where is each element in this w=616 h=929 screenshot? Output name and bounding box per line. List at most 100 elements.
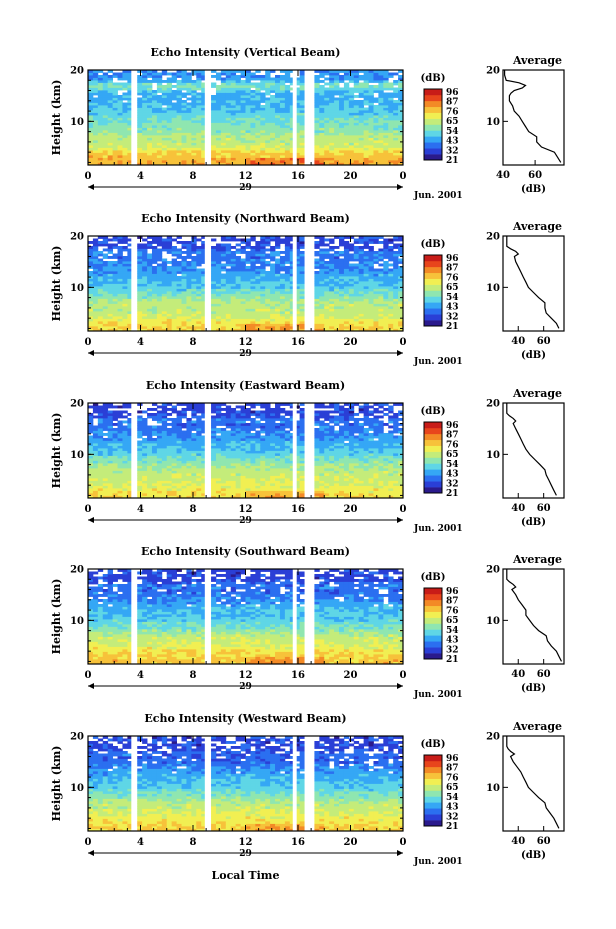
heatmap-cell [314,318,320,322]
heatmap-cell [348,318,355,322]
heatmap-cell [107,77,114,81]
heatmap-cell [334,298,340,302]
heatmap-cell [97,455,104,459]
heatmap-cell [117,155,123,158]
heatmap-cell [102,268,109,272]
heatmap-cell [319,107,325,111]
heatmap-cell [348,301,355,304]
heatmap-cell [112,458,118,461]
heatmap-cell [97,418,104,421]
heatmap-cell [245,72,251,76]
heatmap-cell [171,283,177,287]
profile-x-tick-label: 60 [537,336,551,347]
colorbar-tick-label: 96 [446,88,459,98]
heatmap-cell [378,145,384,148]
heatmap-cell [245,150,251,153]
heatmap-cell [176,323,182,327]
heatmap-cell [166,100,173,103]
heatmap-cell [117,430,123,434]
heatmap-cell [255,82,261,86]
heatmap-cell [260,75,266,78]
heatmap-cell [147,132,153,136]
heatmap-cell [368,238,374,242]
heatmap-cell [92,465,99,469]
heatmap-cell [112,132,118,136]
heatmap-cell [186,326,192,329]
heatmap-cell [186,321,192,324]
heatmap-cell [334,288,340,292]
heatmap-cell [393,90,399,93]
heatmap-cell [102,117,109,121]
heatmap-cell [383,261,389,264]
heatmap-cell [235,256,241,259]
heatmap-cell [97,97,104,101]
heatmap-cell [122,463,128,466]
heatmap-cell [368,90,374,93]
heatmap-cell [230,130,237,133]
heatmap-cell [107,105,114,108]
heatmap-cell [348,147,355,151]
heatmap-cell [127,403,133,406]
heatmap-cell [88,90,94,93]
heatmap-cell [294,142,301,146]
heatmap-cell [398,271,404,274]
heatmap-cell [151,273,158,277]
heatmap-cell [373,115,379,118]
heatmap-cell [112,296,118,299]
heatmap-cell [289,147,296,151]
heatmap-cell [255,122,261,126]
heatmap-cell [220,160,227,163]
heatmap-cell [265,122,271,126]
heatmap-cell [137,152,143,156]
heatmap-cell [343,263,350,267]
heatmap-cell [211,273,217,277]
heatmap-cell [88,127,94,131]
heatmap-cell [211,130,217,133]
heatmap-cell [373,125,379,128]
heatmap-cell [225,122,232,126]
heatmap-cell [117,253,123,257]
heatmap-cell [171,72,177,76]
heatmap-cell [137,236,143,239]
heatmap-cell [245,283,251,287]
heatmap-cell [250,140,256,143]
heatmap-cell [334,70,340,73]
heatmap-cell [191,150,197,153]
heatmap-cell [334,87,340,91]
heatmap-cell [260,150,266,153]
heatmap-cell [112,430,118,434]
heatmap-cell [117,157,123,161]
heatmap-cell [97,326,104,329]
heatmap-cell [147,273,153,277]
heatmap-cell [176,281,182,284]
heatmap-cell [275,137,281,141]
heatmap-cell [289,298,296,302]
heatmap-cell [176,135,182,138]
heatmap-cell [334,286,340,289]
heatmap-cell [112,155,118,158]
heatmap-cell [127,258,133,262]
heatmap-cell [398,246,404,249]
heatmap-cell [235,122,241,126]
colorbar-tick-label: 21 [446,322,459,332]
heatmap-cell [225,281,232,284]
heatmap-cell [186,120,192,123]
heatmap-cell [279,281,286,284]
heatmap-cell [122,313,128,317]
heatmap-cell [97,420,104,424]
heatmap-cell [383,120,389,123]
heatmap-cell [270,266,276,269]
heatmap-cell [112,495,118,499]
heatmap-cell [353,268,360,272]
heatmap-cell [368,117,374,121]
heatmap-cell [186,303,192,307]
heatmap-cell [112,465,118,469]
heatmap-cell [215,72,222,76]
heatmap-cell [117,278,123,282]
heatmap-cell [191,115,197,118]
heatmap-cell [220,117,227,121]
heatmap-cell [240,306,246,309]
heatmap-cell [329,266,335,269]
heatmap-cell [324,316,330,319]
heatmap-cell [220,258,227,262]
